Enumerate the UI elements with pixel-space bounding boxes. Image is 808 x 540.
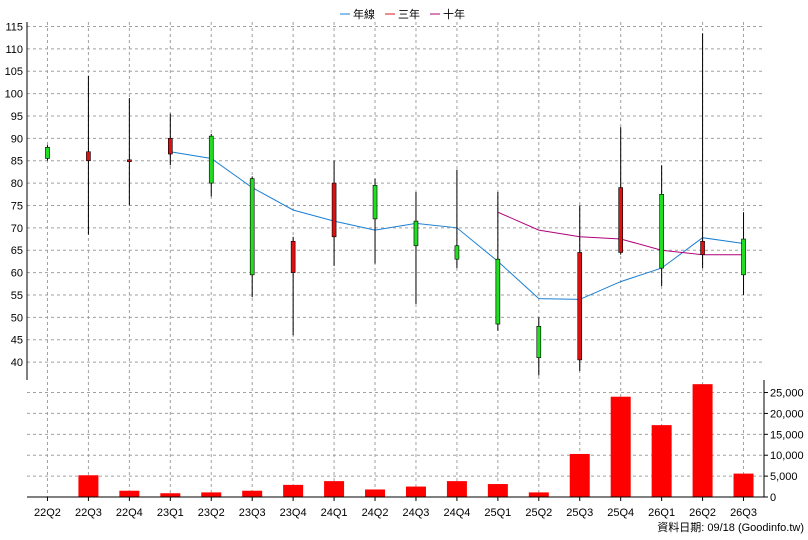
volume-bars xyxy=(37,384,754,497)
legend-label: 十年 xyxy=(443,7,465,21)
x-tick-label: 22Q3 xyxy=(75,507,102,519)
volume-bar xyxy=(405,486,426,497)
price-tick-label: 100 xyxy=(5,89,23,101)
x-tick-label: 26Q3 xyxy=(730,507,757,519)
volume-bar xyxy=(569,453,590,497)
candle-body xyxy=(413,220,419,247)
x-tick-label: 23Q2 xyxy=(198,507,225,519)
candle-body xyxy=(536,325,542,358)
x-tick-label: 26Q1 xyxy=(648,507,675,519)
x-tick-label: 24Q2 xyxy=(362,507,389,519)
price-tick-label: 40 xyxy=(11,357,23,369)
volume-tick-label: 15,000 xyxy=(770,429,804,441)
volume-tick-label: 0 xyxy=(770,492,776,504)
candle-body xyxy=(208,135,214,184)
candle-body xyxy=(700,240,705,255)
x-tick-label: 24Q4 xyxy=(443,507,470,519)
candle-body xyxy=(454,245,460,260)
x-tick-label: 25Q1 xyxy=(484,507,511,519)
price-tick-label: 55 xyxy=(11,290,23,302)
footer-note: 資料日期: 09/18 (Goodinfo.tw) xyxy=(657,520,804,534)
volume-bar xyxy=(733,473,754,497)
volume-bar xyxy=(692,384,713,497)
volume-tick-label: 10,000 xyxy=(770,450,804,462)
candle-body xyxy=(495,258,501,325)
candle-body xyxy=(290,240,296,273)
volume-bar xyxy=(487,484,508,497)
price-tick-label: 105 xyxy=(5,66,23,78)
x-tick-label: 25Q4 xyxy=(607,507,634,519)
candle-body xyxy=(168,138,173,155)
candle-body xyxy=(618,187,623,253)
price-tick-label: 50 xyxy=(11,312,23,324)
candle-body xyxy=(577,252,583,361)
volume-bar xyxy=(78,475,99,497)
volume-bar xyxy=(201,492,222,497)
candle-body xyxy=(331,182,337,238)
price-tick-label: 115 xyxy=(5,21,23,33)
x-tick-label: 22Q2 xyxy=(34,507,61,519)
x-tick-label: 26Q2 xyxy=(689,507,716,519)
candle-body xyxy=(659,193,664,269)
price-tick-label: 65 xyxy=(11,245,23,257)
chart-legend: 年線 三年 十年 xyxy=(340,7,465,21)
x-tick-label: 24Q1 xyxy=(321,507,348,519)
x-tick-label: 25Q3 xyxy=(566,507,593,519)
volume-bar xyxy=(446,481,467,497)
legend-label: 年線 xyxy=(353,7,375,21)
volume-bar xyxy=(324,481,345,497)
candle-body xyxy=(86,151,91,162)
x-tick-label: 23Q3 xyxy=(239,507,266,519)
x-tick-label: 22Q4 xyxy=(116,507,143,519)
volume-bar xyxy=(528,492,549,497)
volume-bar xyxy=(610,396,631,497)
candle-body xyxy=(372,185,378,220)
axes: 22Q2 22Q3 22Q4 23Q1 23Q2 23Q3 23Q4 24Q1 24Q2 24Q3… xyxy=(26,22,765,519)
volume-tick-label: 5,000 xyxy=(770,471,798,483)
volume-bar xyxy=(651,425,672,497)
price-tick-label: 110 xyxy=(5,44,23,56)
price-tick-label: 90 xyxy=(11,133,23,145)
price-tick-label: 45 xyxy=(11,335,23,347)
x-tick-label: 23Q1 xyxy=(157,507,184,519)
candle-body xyxy=(45,147,50,159)
price-tick-label: 95 xyxy=(11,111,23,123)
volume-bar xyxy=(160,493,181,497)
x-tick-label: 24Q3 xyxy=(403,507,430,519)
volume-bar xyxy=(242,490,263,497)
candle-body xyxy=(127,159,132,162)
x-tick-label: 23Q4 xyxy=(280,507,307,519)
volume-bar xyxy=(283,484,304,497)
price-tick-label: 60 xyxy=(11,268,23,280)
volume-tick-label: 25,000 xyxy=(770,388,804,400)
candle-body xyxy=(741,238,746,276)
price-tick-label: 85 xyxy=(11,156,23,168)
price-candles xyxy=(45,33,746,376)
volume-tick-label: 20,000 xyxy=(770,408,804,420)
price-tick-label: 70 xyxy=(11,223,23,235)
x-tick-label: 25Q2 xyxy=(525,507,552,519)
price-tick-label: 75 xyxy=(11,200,23,212)
legend-label: 三年 xyxy=(398,7,420,21)
candle-body xyxy=(249,178,255,276)
volume-grid: 0 5,000 10,000 15,000 20,000 25,000 xyxy=(27,388,804,504)
volume-bar xyxy=(365,489,386,497)
price-tick-label: 80 xyxy=(11,178,23,190)
price-grid: 40 45 50 55 60 65 70 75 80 85 90 95 100 105 110 115 xyxy=(5,21,764,497)
volume-bar xyxy=(119,490,140,497)
